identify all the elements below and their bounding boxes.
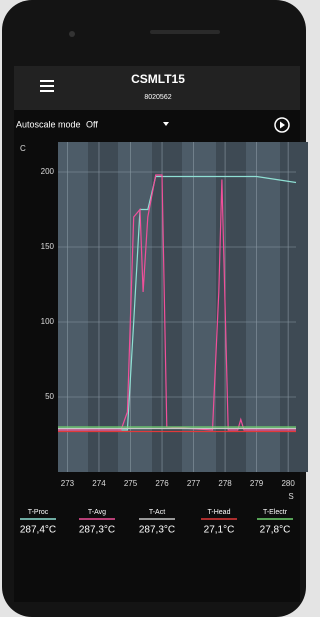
legend-label: T-Act: [149, 509, 165, 516]
legend-label: T-Proc: [28, 509, 49, 516]
x-tick-label: 276: [155, 479, 169, 488]
camera: [69, 31, 75, 37]
reading-value: 287,4°C: [20, 525, 56, 536]
x-tick-label: 280: [281, 479, 295, 488]
legend-label: T-Electr: [263, 509, 288, 516]
reading-value: 27,1°C: [204, 525, 235, 536]
y-tick-label: 150: [41, 242, 55, 251]
x-tick-label: 279: [250, 479, 264, 488]
plot-band: [88, 142, 118, 472]
y-tick-label: 100: [41, 317, 55, 326]
y-tick-label: 50: [45, 392, 54, 401]
x-tick-label: 273: [61, 479, 75, 488]
reading-value: 287,3°C: [79, 525, 115, 536]
plot-band: [280, 142, 308, 472]
page: {"header": {"title": "CSMLT15", "subtitl…: [0, 0, 308, 617]
autoscale-label: Autoscale mode: [16, 119, 81, 129]
x-axis-label: S: [288, 492, 293, 501]
y-tick-label: 200: [41, 167, 55, 176]
x-tick-label: 275: [124, 479, 138, 488]
menu-bar: [40, 80, 54, 82]
menu-bar: [40, 90, 54, 92]
x-tick-label: 277: [187, 479, 201, 488]
legend-label: T-Head: [208, 509, 231, 516]
x-tick-label: 274: [92, 479, 106, 488]
reading-value: 287,3°C: [139, 525, 175, 536]
app-subtitle: 8020562: [144, 94, 171, 101]
legend-label: T-Avg: [88, 509, 106, 516]
x-tick-label: 278: [218, 479, 232, 488]
y-axis-label: C: [20, 144, 26, 153]
menu-bar: [40, 85, 54, 87]
phone: CSMLT15 8020562 Autoscale mode Off C S 50 1…: [0, 0, 308, 617]
reading-value: 27,8°C: [260, 525, 291, 536]
autoscale-value[interactable]: Off: [86, 119, 98, 129]
menu-button[interactable]: [40, 80, 54, 92]
app-title: CSMLT15: [131, 72, 185, 86]
speaker: [150, 30, 220, 34]
